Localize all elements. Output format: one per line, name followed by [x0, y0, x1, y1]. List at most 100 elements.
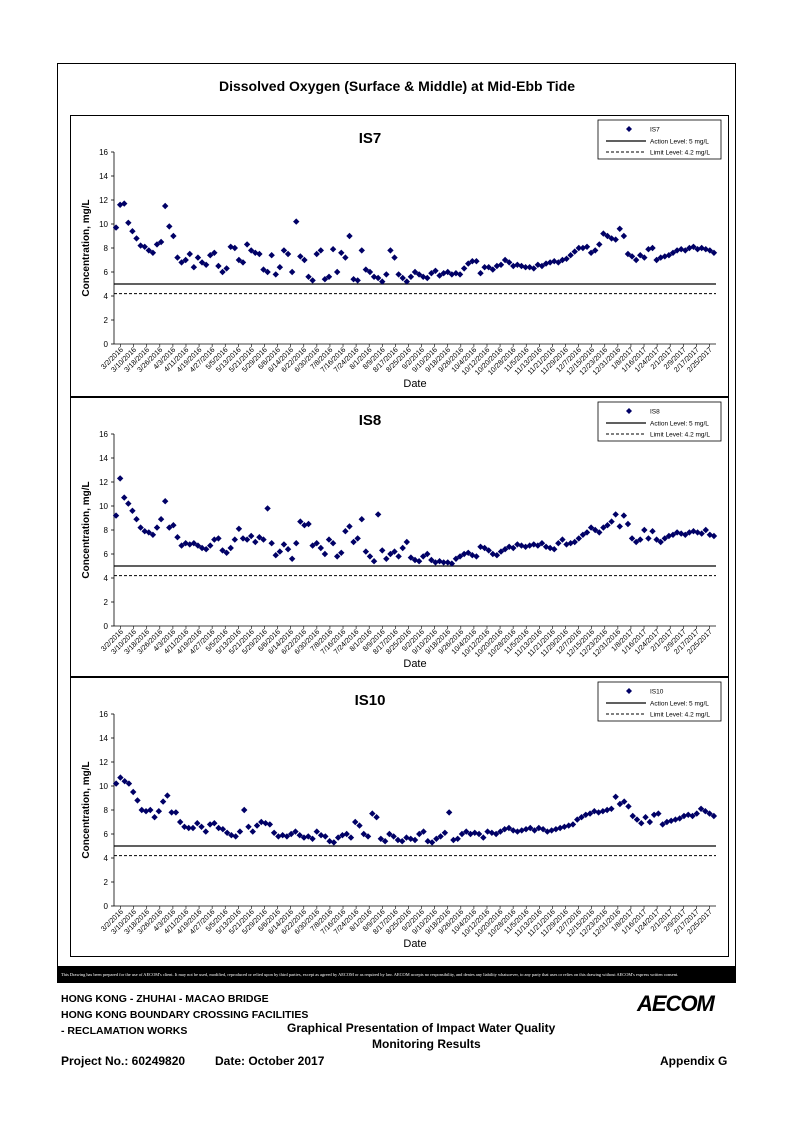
data-point — [231, 244, 239, 252]
data-point — [411, 556, 419, 564]
data-point — [325, 273, 333, 280]
data-point — [596, 241, 603, 248]
footer-project-line1: HONG KONG - ZHUHAI - MACAO BRIDGE — [61, 993, 269, 1005]
chart-title: IS7 — [359, 130, 382, 147]
data-point — [583, 243, 591, 250]
footer-center-line2: Monitoring Results — [372, 1037, 481, 1051]
data-point — [241, 806, 248, 814]
data-point — [247, 532, 255, 540]
data-point — [305, 833, 312, 840]
data-point — [190, 264, 198, 271]
data-point — [247, 247, 255, 254]
data-point — [202, 261, 210, 268]
data-point — [501, 256, 509, 264]
data-point — [403, 278, 411, 285]
data-point — [403, 538, 411, 546]
y-tick-label: 16 — [99, 430, 108, 439]
footer-center-line1: Graphical Presentation of Impact Water Q… — [287, 1021, 556, 1035]
data-point — [182, 256, 189, 264]
y-tick-label: 16 — [99, 148, 108, 157]
data-point — [637, 252, 644, 259]
y-tick-label: 8 — [104, 806, 109, 815]
data-point — [333, 268, 341, 276]
data-point — [178, 542, 185, 549]
data-point — [252, 538, 259, 546]
data-point — [682, 531, 689, 538]
data-point — [166, 223, 173, 230]
data-point — [121, 200, 128, 207]
data-point — [661, 535, 669, 542]
data-point — [215, 262, 222, 270]
y-tick-label: 8 — [104, 526, 109, 535]
data-point — [641, 526, 648, 534]
data-point — [522, 264, 529, 271]
data-point — [223, 265, 230, 272]
data-point — [268, 252, 275, 259]
data-point — [292, 828, 299, 835]
y-tick-label: 6 — [104, 550, 109, 559]
data-point — [567, 252, 574, 259]
data-point — [641, 254, 648, 261]
data-point — [178, 259, 185, 266]
legend-action-label: Action Level: 5 mg/L — [650, 421, 709, 428]
data-point — [571, 538, 578, 546]
y-tick-label: 2 — [104, 316, 109, 325]
data-point — [460, 550, 468, 558]
chart-title: IS10 — [355, 692, 386, 709]
data-point — [264, 268, 271, 276]
data-point — [391, 254, 398, 261]
data-point — [239, 259, 247, 266]
data-point — [477, 270, 484, 277]
data-point — [710, 812, 718, 820]
data-point — [379, 278, 386, 285]
data-point — [612, 236, 619, 243]
data-point — [690, 243, 697, 250]
data-point — [276, 264, 284, 271]
data-point — [535, 824, 543, 832]
chart-title: IS8 — [359, 412, 382, 429]
data-point — [317, 247, 325, 254]
data-point — [632, 256, 640, 264]
data-point — [321, 550, 329, 558]
data-point — [686, 244, 693, 252]
legend-limit-label: Limit Level: 4.2 mg/L — [650, 432, 710, 439]
footer-project-number: Project No.: 60249820 — [61, 1054, 186, 1068]
data-point — [231, 536, 239, 543]
data-point — [387, 247, 394, 254]
data-point — [343, 830, 350, 838]
y-tick-label: 10 — [99, 220, 108, 229]
y-axis-label: Concentration, mg/L — [81, 199, 92, 296]
data-point — [563, 255, 570, 262]
data-point — [305, 520, 312, 528]
data-point — [481, 264, 488, 271]
data-point — [600, 230, 607, 237]
data-point — [645, 535, 652, 542]
data-point — [663, 818, 671, 826]
data-point — [399, 274, 406, 282]
data-point — [628, 253, 636, 260]
data-point — [653, 256, 660, 264]
data-point — [467, 830, 474, 838]
legend-series-label: IS7 — [650, 127, 660, 134]
data-point — [243, 241, 251, 248]
data-point — [366, 268, 374, 276]
data-point — [579, 244, 587, 252]
data-point — [655, 810, 662, 817]
data-point — [489, 266, 497, 273]
data-point — [542, 260, 550, 267]
data-point — [693, 810, 700, 817]
data-point — [352, 818, 359, 826]
chart-border — [70, 677, 729, 957]
data-point — [121, 494, 128, 501]
data-point — [112, 224, 120, 231]
data-point — [301, 256, 308, 264]
footer-project-line2: HONG KONG BOUNDARY CROSSING FACILITIES — [61, 1009, 309, 1021]
data-point — [297, 253, 304, 260]
disclaimer-bar: This Drawing has been prepared for the u… — [57, 966, 736, 983]
data-point — [176, 818, 184, 826]
legend-series-label: IS10 — [650, 689, 664, 696]
data-point — [485, 264, 492, 271]
data-point — [596, 529, 603, 536]
data-point — [657, 254, 664, 261]
data-point — [475, 830, 483, 838]
